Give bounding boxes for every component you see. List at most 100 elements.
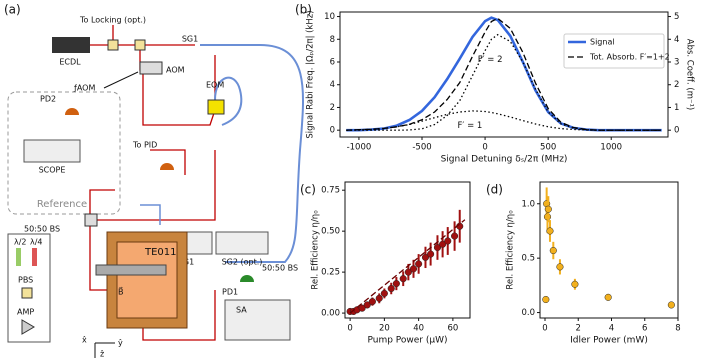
- point: [549, 246, 557, 255]
- point: [409, 265, 418, 273]
- y-tick-label: 0.25: [321, 268, 340, 278]
- cavity-inner: [116, 241, 178, 319]
- sa-label: SA: [236, 306, 247, 315]
- x-tick-label: 2: [576, 324, 581, 334]
- x-tick-label: 60: [447, 324, 458, 334]
- eom: [207, 99, 225, 115]
- plot-frame: [344, 181, 471, 319]
- pd2-label: PD2: [40, 95, 56, 104]
- panel-label: (d): [486, 183, 503, 197]
- point: [451, 232, 459, 240]
- panel-label: (a): [4, 3, 21, 17]
- point: [667, 301, 675, 309]
- laser: [52, 37, 90, 53]
- annotation: F′ = 1: [458, 121, 483, 131]
- panel-label: (b): [295, 3, 312, 17]
- beam: [150, 149, 186, 175]
- annotation: F′ = 2: [478, 55, 503, 65]
- y-axis-label: Rel. Efficiency η/η₀: [311, 210, 321, 290]
- y-tick-label: 10: [324, 12, 335, 22]
- b-field-label: B⃗: [118, 286, 124, 296]
- y-tick-label: 4: [330, 80, 335, 90]
- x-tick-label: 1000: [600, 143, 622, 153]
- bs-right-label: 50:50 BS: [262, 264, 298, 273]
- y-tick-label: 8: [330, 35, 335, 45]
- bs-left-label: 50:50 BS: [24, 225, 60, 234]
- y-tick-label: 0: [330, 126, 335, 136]
- y-tick-label: 0.00: [321, 309, 340, 319]
- y-tick-label: 0.50: [321, 227, 340, 237]
- point: [358, 304, 366, 312]
- x-axis-label: Pump Power (μW): [367, 336, 447, 346]
- pd1-label: PD1: [222, 288, 238, 297]
- point: [399, 275, 407, 283]
- tuner: [95, 264, 167, 276]
- legend-label: Tot. Absorb. F′=1+2: [589, 53, 670, 62]
- y2-axis-label: Abs. Coeff. (m⁻¹): [685, 39, 695, 110]
- amp: [21, 319, 35, 335]
- axis-label: ŷ: [118, 339, 123, 348]
- pid-label: To PID: [132, 141, 157, 150]
- legend-label: Signal: [590, 38, 615, 47]
- sg2-label: SG2 (opt.): [222, 258, 263, 267]
- x-tick-label: 500: [540, 143, 556, 153]
- point: [604, 293, 612, 301]
- photodiode: [65, 108, 79, 115]
- beam: [89, 150, 216, 341]
- waveplate: [32, 248, 37, 266]
- beam: [139, 45, 216, 126]
- pbs: [134, 39, 146, 51]
- x-tick-label: 20: [379, 324, 390, 334]
- point: [368, 298, 376, 306]
- point: [546, 227, 554, 235]
- aom: [139, 61, 163, 75]
- axis-label: x̂: [82, 335, 87, 345]
- y-axis-label: Signal Rabi Freq. |Ωₚ/2π| (kHz): [306, 10, 316, 138]
- y-axis-label: Rel. Efficiency η/η₀: [506, 210, 516, 290]
- x-axis-label: Signal Detuning δₛ/2π (MHz): [441, 155, 568, 165]
- point: [444, 237, 452, 245]
- panel-label: (c): [300, 183, 316, 197]
- y2-tick-label: 2: [674, 80, 679, 90]
- axis-label: ẑ: [100, 350, 104, 359]
- legend-label: AMP: [17, 308, 34, 317]
- locking-label: To Locking (opt.): [79, 16, 146, 25]
- waveplate: [16, 248, 21, 266]
- f-aom-label: ƒAOM: [73, 84, 95, 93]
- legend-label: PBS: [18, 276, 33, 285]
- legend-box: [563, 33, 665, 69]
- setup-diagram: (a) Reference ECDL To Locking (opt.) SG1…: [4, 3, 305, 359]
- legend-label: λ/2: [14, 238, 27, 247]
- reference-box: [7, 91, 121, 215]
- te-label: TE011: [144, 247, 177, 258]
- y2-tick-label: 1: [674, 103, 679, 113]
- y2-tick-label: 5: [674, 12, 679, 22]
- scope: [23, 139, 81, 163]
- pbs: [107, 39, 119, 51]
- point: [544, 205, 552, 213]
- line: [346, 17, 662, 131]
- x-tick-label: 4: [609, 324, 614, 334]
- y-tick-label: 0.75: [321, 186, 340, 196]
- beam: [89, 189, 115, 220]
- y-tick-label: 6: [330, 58, 335, 68]
- point: [433, 243, 442, 252]
- pbs: [21, 287, 33, 299]
- y-tick-label: 2: [330, 103, 335, 113]
- point: [387, 284, 395, 293]
- ecdl-label: ECDL: [59, 58, 81, 67]
- photodiode: [160, 163, 174, 170]
- sg2-device: [215, 231, 269, 255]
- x-tick-label: 8: [675, 324, 680, 334]
- y2-tick-label: 0: [674, 126, 679, 136]
- y-tick-label: 0.0: [521, 308, 535, 318]
- point: [427, 250, 435, 258]
- eom-label: EOM: [206, 81, 224, 90]
- fiber: [214, 76, 243, 126]
- fiber: [140, 204, 161, 225]
- line: [349, 219, 466, 314]
- x-tick-label: 0: [542, 324, 547, 334]
- cable: [103, 71, 139, 89]
- point: [392, 280, 400, 288]
- point: [380, 289, 388, 297]
